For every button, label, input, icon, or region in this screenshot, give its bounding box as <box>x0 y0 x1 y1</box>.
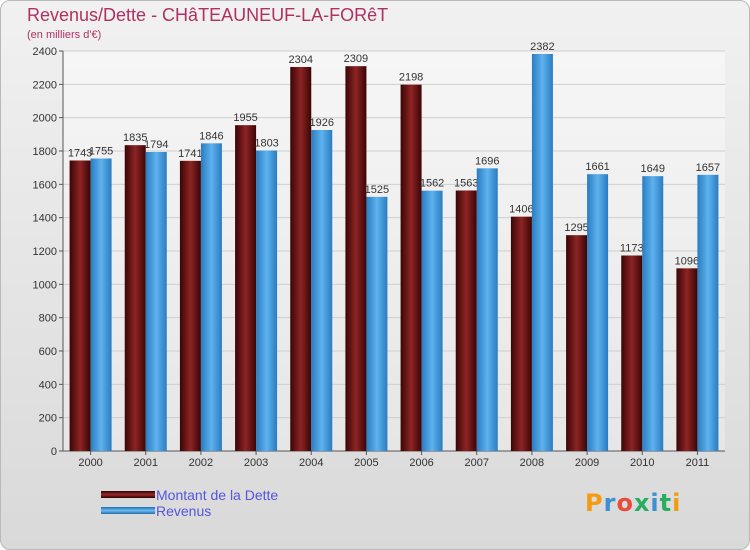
bar-revenus <box>421 190 443 451</box>
bar-dette <box>69 160 91 451</box>
bar-dette <box>455 190 477 451</box>
chart-title: Revenus/Dette - CHâTEAUNEUF-LA-FORêT <box>27 5 389 25</box>
bar-dette <box>345 66 367 452</box>
x-tick-label: 2009 <box>575 457 599 469</box>
x-tick-label: 2008 <box>520 457 544 469</box>
x-tick-label: 2010 <box>630 457 654 469</box>
y-tick-label: 1400 <box>33 213 57 225</box>
y-tick-label: 1800 <box>33 146 57 158</box>
logo-letter: o <box>616 489 634 517</box>
bar-revenus <box>256 150 278 451</box>
legend-swatch-revenus <box>101 507 155 514</box>
bar-revenus <box>311 130 333 451</box>
data-label-dette: 2309 <box>344 53 368 65</box>
y-tick-label: 1600 <box>33 179 57 191</box>
y-tick-label: 1200 <box>33 246 57 258</box>
x-tick-label: 2011 <box>686 457 710 469</box>
bar-revenus <box>642 176 664 451</box>
logo-letter: i <box>672 489 682 517</box>
y-tick-label: 200 <box>39 413 57 425</box>
data-label-revenus: 1696 <box>475 155 499 167</box>
bar-revenus <box>531 54 553 451</box>
y-tick-label: 800 <box>39 313 57 325</box>
bar-revenus <box>697 174 719 452</box>
data-label-dette: 1955 <box>233 112 257 124</box>
bar-dette <box>566 235 588 451</box>
data-label-dette: 1741 <box>178 148 202 160</box>
data-label-dette: 1173 <box>620 243 644 255</box>
data-label-dette: 1295 <box>564 222 588 234</box>
bar-revenus <box>145 152 167 451</box>
bar-revenus <box>200 143 222 452</box>
y-tick-label: 2200 <box>33 79 57 91</box>
bar-revenus <box>587 174 609 451</box>
proxiti-logo: Proxiti <box>585 489 681 517</box>
x-tick-label: 2007 <box>465 457 489 469</box>
logo-letter: i <box>650 489 660 517</box>
x-tick-label: 2000 <box>78 457 102 469</box>
data-label-dette: 2198 <box>399 72 423 84</box>
data-label-revenus: 1562 <box>420 178 444 190</box>
bar-revenus <box>366 196 388 451</box>
x-tick-label: 2002 <box>189 457 213 469</box>
legend-label-revenus: Revenus <box>156 503 212 519</box>
x-tick-label: 2005 <box>354 457 378 469</box>
data-label-dette: 1563 <box>454 178 478 190</box>
y-tick-label: 600 <box>39 346 57 358</box>
legend-label-dette: Montant de la Dette <box>156 487 279 503</box>
data-label-revenus: 1649 <box>641 163 665 175</box>
logo-letter: P <box>585 489 604 517</box>
data-label-revenus: 1794 <box>144 139 168 151</box>
y-tick-label: 0 <box>51 446 57 458</box>
logo-letter: t <box>659 489 673 517</box>
bar-dette <box>400 84 422 452</box>
y-tick-label: 2400 <box>33 46 57 58</box>
bar-dette <box>179 160 201 452</box>
data-label-dette: 1835 <box>123 132 147 144</box>
data-label-dette: 1096 <box>675 255 699 267</box>
data-label-revenus: 1661 <box>585 161 609 173</box>
bar-revenus <box>90 158 112 451</box>
data-label-dette: 2304 <box>289 54 313 66</box>
data-label-revenus: 1926 <box>310 117 334 129</box>
logo-letter: r <box>603 489 617 517</box>
legend-swatch-dette <box>101 491 155 498</box>
data-label-revenus: 1803 <box>254 138 278 150</box>
data-label-dette: 1743 <box>68 148 92 160</box>
data-label-revenus: 1525 <box>365 184 389 196</box>
bar-dette <box>290 67 312 451</box>
data-label-revenus: 1755 <box>89 146 113 158</box>
x-tick-label: 2006 <box>409 457 433 469</box>
data-label-dette: 1406 <box>509 204 533 216</box>
data-label-revenus: 1657 <box>696 162 720 174</box>
x-tick-label: 2004 <box>299 457 323 469</box>
bar-dette <box>124 145 146 451</box>
bar-dette <box>510 216 532 451</box>
bar-dette <box>676 268 698 451</box>
y-tick-label: 1000 <box>33 279 57 291</box>
y-tick-label: 400 <box>39 379 57 391</box>
x-tick-label: 2001 <box>134 457 158 469</box>
x-tick-label: 2003 <box>244 457 268 469</box>
chart-subtitle: (en milliers d'€) <box>27 29 102 41</box>
data-label-revenus: 2382 <box>530 41 554 53</box>
bar-dette <box>621 255 643 451</box>
logo-letter: x <box>633 489 651 517</box>
y-tick-label: 2000 <box>33 113 57 125</box>
bar-dette <box>235 125 257 452</box>
bar-revenus <box>476 168 498 452</box>
data-label-revenus: 1846 <box>199 130 223 142</box>
